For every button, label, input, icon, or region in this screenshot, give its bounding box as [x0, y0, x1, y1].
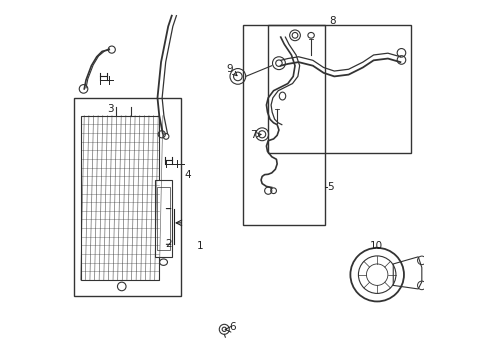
Text: 7: 7 [250, 130, 261, 140]
Text: 5: 5 [327, 182, 334, 192]
Text: 9: 9 [226, 64, 237, 76]
Text: 1: 1 [197, 241, 203, 251]
Bar [268, 24, 411, 153]
Text: 8: 8 [329, 16, 336, 26]
Text: 10: 10 [370, 241, 383, 251]
Bar [74, 98, 181, 296]
Bar [155, 180, 172, 257]
Bar [157, 187, 171, 249]
Text: 3: 3 [107, 104, 114, 113]
Text: 2: 2 [166, 239, 172, 249]
Bar [243, 24, 325, 225]
Text: 4: 4 [184, 170, 191, 180]
Bar [81, 116, 159, 280]
Text: 6: 6 [229, 322, 236, 332]
